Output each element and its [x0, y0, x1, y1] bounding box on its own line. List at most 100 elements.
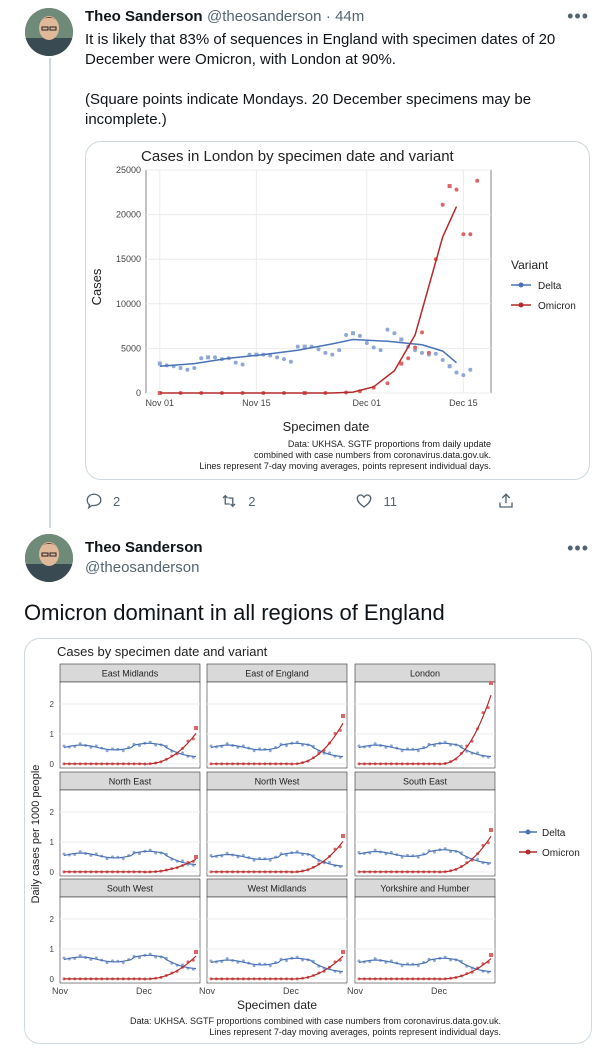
delta-point	[433, 351, 438, 356]
delta-point	[400, 964, 404, 968]
y-tick-label: 5000	[121, 343, 141, 353]
y-tick-label: 25000	[116, 165, 141, 175]
delta-point	[268, 858, 272, 862]
display-name[interactable]: Theo Sanderson	[85, 539, 203, 556]
delta-point	[378, 348, 383, 353]
avatar[interactable]	[25, 534, 73, 582]
delta-point	[105, 857, 109, 861]
facet-title: North East	[109, 777, 152, 787]
delta-point	[357, 333, 362, 338]
retweet-icon	[222, 494, 236, 508]
more-icon[interactable]: •••	[567, 6, 589, 26]
facet-title: London	[410, 669, 440, 679]
omicron-point	[194, 950, 198, 954]
delta-trend-line	[63, 850, 197, 866]
display-name[interactable]: Theo Sanderson	[85, 8, 203, 25]
delta-point	[275, 355, 280, 360]
y-tick-label: 1	[50, 838, 55, 847]
timestamp[interactable]: · 44m	[325, 8, 365, 25]
omicron-point	[440, 202, 445, 207]
y-tick-label: 0	[50, 760, 55, 769]
delta-point	[252, 858, 256, 862]
y-tick-label: 0	[50, 975, 55, 984]
omicron-point	[399, 361, 404, 366]
delta-point	[240, 362, 245, 367]
facet-panels: East Midlands 0 1 2 East of England London Nor…	[50, 663, 496, 996]
facet-plot	[354, 681, 496, 769]
avatar-photo	[25, 8, 73, 56]
handle[interactable]: @theosanderson	[206, 8, 322, 25]
avatar[interactable]	[25, 8, 73, 56]
action-bar: 2 2 11	[85, 492, 515, 510]
omicron-trend-line	[64, 733, 197, 765]
facet-panel: West Midlands Nov Dec	[199, 878, 348, 996]
more-icon[interactable]: •••	[567, 538, 589, 558]
chart-title: Cases in London by specimen date and var…	[141, 148, 455, 165]
omicron-point	[489, 828, 493, 832]
delta-trend-line	[159, 338, 457, 367]
delta-point	[105, 961, 109, 965]
legend-omicron-dot	[518, 302, 524, 308]
facet-panel: North East 0 1 2	[50, 771, 201, 877]
delta-point	[373, 742, 377, 746]
delta-trend-line	[63, 742, 197, 758]
omicron-trend-line	[359, 835, 492, 873]
handle[interactable]: @theosanderson	[85, 559, 200, 576]
media-card-london[interactable]: Cases in London by specimen date and var…	[85, 141, 590, 480]
delta-point	[461, 373, 466, 378]
legend-delta-label: Delta	[538, 281, 562, 292]
delta-point	[416, 749, 420, 753]
legend: Variant Delta Omicron	[511, 258, 576, 312]
like-button[interactable]: 11	[355, 492, 397, 510]
facet-title: Yorkshire and Humber	[380, 884, 469, 894]
delta-point	[316, 347, 321, 352]
tweet-text: Omicron dominant in all regions of Engla…	[24, 600, 445, 625]
omicron-point	[461, 232, 466, 237]
legend-omicron-label: Omicron	[538, 301, 576, 312]
delta-point	[344, 333, 349, 338]
caption-line: Lines represent 7-day moving averages, p…	[199, 461, 491, 471]
omicron-point	[489, 681, 493, 685]
omicron-point	[489, 953, 493, 957]
delta-point	[78, 742, 82, 746]
y-tick-label: 15000	[116, 254, 141, 264]
omicron-trend-line	[211, 722, 344, 765]
omicron-point	[468, 232, 473, 237]
delta-point	[400, 855, 404, 859]
y-axis-label: Daily cases per 1000 people	[30, 765, 42, 904]
plot-grid	[145, 169, 492, 394]
facet-panel: East of England	[206, 663, 348, 769]
tweet-text-line: It is likely that 83% of sequences in En…	[85, 31, 556, 48]
delta-point	[78, 954, 82, 958]
x-tick-label: Dec 01	[353, 398, 382, 408]
y-tick-label: 1	[50, 730, 55, 739]
reply-button[interactable]: 2	[85, 492, 120, 510]
facet-panel: Yorkshire and Humber Nov Dec	[347, 878, 496, 996]
delta-point	[121, 961, 125, 965]
omicron-point	[426, 350, 431, 355]
delta-point	[416, 855, 420, 859]
delta-point	[337, 348, 342, 353]
share-button[interactable]	[497, 492, 515, 510]
facet-panel: South East	[354, 771, 496, 877]
reply-count: 2	[113, 493, 121, 509]
legend-delta-label: Delta	[542, 828, 566, 839]
like-count: 11	[383, 493, 397, 509]
media-card-regions[interactable]: Cases by specimen date and variant East …	[24, 638, 592, 1044]
tweet-header: Theo Sanderson @theosanderson	[85, 539, 203, 576]
facet-plot	[354, 789, 496, 877]
facet-title: East of England	[245, 669, 309, 679]
x-tick-label: Nov 15	[242, 398, 271, 408]
delta-trend-line	[358, 957, 492, 973]
delta-point	[373, 848, 377, 852]
legend-omicron-dot	[525, 849, 531, 855]
retweet-button[interactable]: 2	[220, 492, 255, 510]
caption-line: Data: UKHSA. SGTF proportions from daily…	[288, 439, 491, 449]
delta-point	[233, 360, 238, 365]
x-tick-label: Nov	[199, 986, 216, 996]
omicron-trend-line	[211, 841, 344, 873]
x-tick-label: Dec 15	[449, 398, 478, 408]
thread-line	[49, 58, 51, 528]
y-tick-label: 2	[50, 808, 55, 817]
delta-point	[225, 742, 229, 746]
